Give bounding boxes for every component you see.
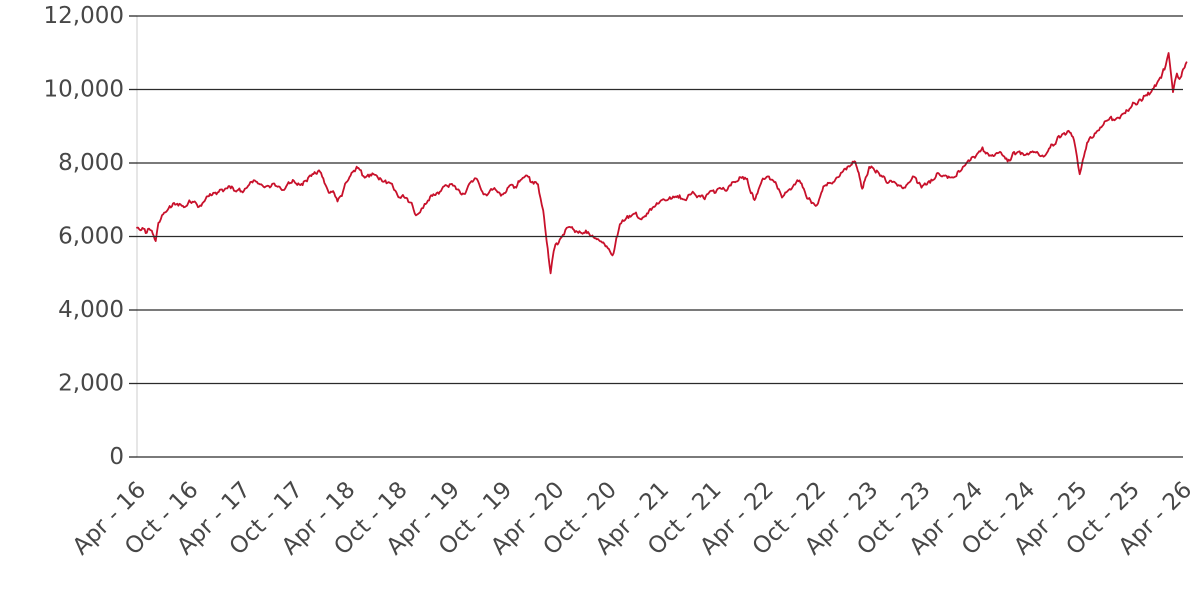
y-tick-label: 0	[109, 444, 124, 470]
y-tick-label: 8,000	[58, 150, 124, 176]
y-tick-label: 10,000	[44, 77, 124, 103]
y-tick-label: 2,000	[58, 371, 124, 397]
gridlines	[129, 15, 1183, 458]
y-tick-label: 12,000	[44, 3, 124, 29]
price-line-series	[136, 52, 1188, 275]
y-axis-labels: 0 2,000 4,000 6,000 8,000 10,000 12,000	[44, 3, 124, 470]
y-tick-label: 6,000	[58, 224, 124, 250]
y-tick-label: 4,000	[58, 297, 124, 323]
price-line	[136, 52, 1188, 275]
